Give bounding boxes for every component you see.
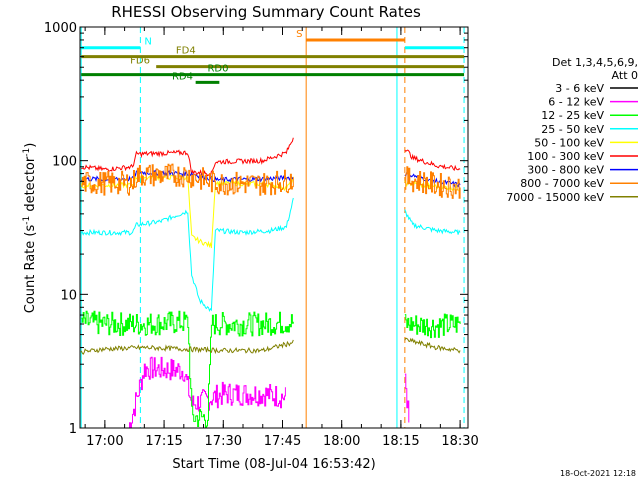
legend-label-0: 3 - 6 keV	[555, 82, 604, 95]
plot-frame	[79, 26, 469, 429]
legend-label-6: 300 - 800 keV	[527, 164, 604, 177]
x-tick-label-6: 18:30	[441, 434, 478, 449]
y-axis-label: Count Rate (s-1 detector-1)	[22, 143, 38, 314]
legend-header-1: Att 0	[612, 69, 638, 82]
y-tick-label-1: 10	[60, 288, 77, 303]
legend-label-3: 25 - 50 keV	[541, 123, 604, 136]
series-line-8-1	[404, 337, 461, 354]
series-line-3-1	[404, 209, 461, 235]
x-tick-label-1: 17:15	[145, 434, 182, 449]
series-line-2-1	[404, 313, 461, 339]
legend-header-0: Det 1,3,4,5,6,9,	[552, 56, 638, 69]
annotation-label-n: N	[144, 37, 151, 48]
series-layer	[80, 137, 461, 429]
legend-label-2: 12 - 25 keV	[541, 109, 604, 122]
annotation-label-rd0: RD0	[207, 64, 228, 75]
chart-title: RHESSI Observing Summary Count Rates	[111, 3, 421, 21]
x-axis-label: Start Time (08-Jul-04 16:53:42)	[172, 457, 375, 472]
series-line-1-0	[128, 356, 286, 429]
y-tick-label-2: 100	[52, 155, 77, 170]
legend-label-4: 50 - 100 keV	[534, 136, 604, 149]
x-tick-label-4: 18:00	[323, 434, 360, 449]
annotation-label-rd4: RD4	[172, 71, 193, 82]
series-line-7-0	[81, 163, 294, 196]
series-line-2-0	[81, 310, 294, 428]
legend-label-7: 800 - 7000 keV	[520, 177, 604, 190]
legend-label-8: 7000 - 15000 keV	[506, 191, 604, 204]
legend-label-1: 6 - 12 keV	[548, 96, 604, 109]
y-axis: 1 10 100 1000	[44, 21, 468, 437]
annotation-bars: N S FD4 FD6 RD0 RD4	[81, 29, 465, 84]
footer-timestamp: 18-Oct-2021 12:18	[560, 469, 636, 478]
series-line-7-1	[404, 166, 461, 199]
x-tick-label-5: 18:15	[382, 434, 419, 449]
legend-label-5: 100 - 300 keV	[527, 150, 604, 163]
annotation-label-fd4: FD4	[176, 46, 196, 57]
annotation-label-s: S	[296, 29, 302, 40]
series-line-1-1	[404, 373, 410, 423]
vertical-markers	[80, 27, 465, 428]
annotation-label-fd6: FD6	[130, 56, 150, 67]
series-line-5-0	[81, 137, 294, 177]
series-line-3-0	[80, 197, 294, 312]
x-axis: 17:00 17:15 17:30 17:45 18:00 18:15 18:30	[84, 27, 479, 449]
y-tick-label-0: 1	[69, 422, 77, 437]
x-tick-label-3: 17:45	[264, 434, 301, 449]
series-line-8-0	[80, 339, 294, 355]
y-tick-label-3: 1000	[44, 21, 77, 36]
x-tick-label-0: 17:00	[86, 434, 123, 449]
x-tick-label-2: 17:30	[205, 434, 242, 449]
series-line-5-1	[404, 149, 461, 172]
